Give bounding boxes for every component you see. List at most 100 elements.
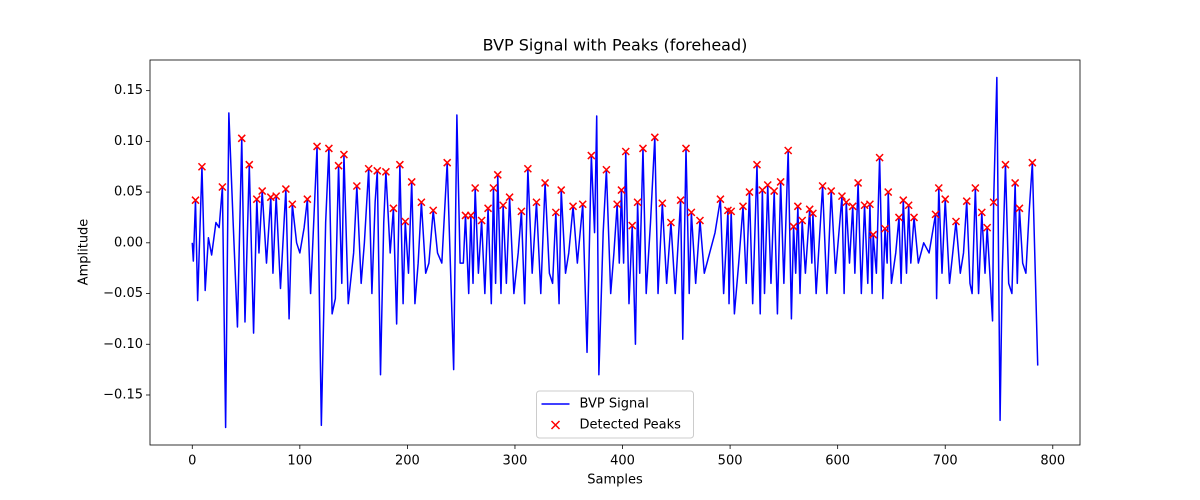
peak-marker (687, 208, 696, 217)
peak-marker (676, 196, 685, 205)
peak-marker (650, 133, 659, 142)
peak-marker (658, 199, 667, 208)
legend-label: BVP Signal (580, 397, 649, 412)
y-tick-label: 0.10 (114, 134, 143, 149)
peak-marker (258, 187, 267, 196)
peak-marker (880, 224, 890, 233)
peak-marker (237, 134, 246, 143)
peak-marker (904, 201, 913, 210)
peak-marker (602, 165, 611, 174)
peak-marker (854, 178, 863, 187)
y-tick-label: 0.05 (114, 185, 143, 200)
peak-marker (532, 198, 541, 207)
peak-marker (763, 180, 772, 190)
x-tick-label: 100 (287, 454, 312, 469)
peak-marker (471, 183, 480, 193)
peak-marker (884, 188, 893, 197)
peak-marker (334, 161, 343, 170)
peak-marker (417, 198, 426, 207)
peak-marker (541, 178, 550, 187)
peak-marker (197, 162, 206, 171)
peak-marker (793, 202, 802, 211)
peak-marker (352, 181, 361, 191)
peak-marker (252, 195, 261, 204)
peak-marker (191, 196, 200, 205)
x-tick-label: 400 (610, 454, 635, 469)
peak-marker (617, 186, 626, 195)
peak-marker (1011, 178, 1020, 187)
legend-label: Detected Peaks (580, 418, 682, 433)
peak-marker (681, 144, 691, 153)
y-tick-label: −0.10 (103, 337, 143, 352)
peak-marker (628, 221, 637, 230)
legend-swatch (550, 420, 561, 430)
peak-marker (484, 204, 493, 213)
peak-marker (875, 153, 884, 162)
peak-marker (789, 222, 798, 231)
peak-marker (621, 147, 630, 156)
peak-marker (931, 210, 940, 219)
peak-marker (842, 198, 851, 207)
peak-marker (303, 195, 312, 204)
peak-marker (738, 202, 748, 211)
x-tick-label: 700 (933, 454, 958, 469)
peak-marker (443, 158, 452, 167)
peak-marker (869, 230, 878, 239)
chart-title: BVP Signal with Peaks (forehead) (483, 36, 748, 55)
peak-marker (848, 202, 857, 211)
peak-marker (837, 192, 846, 201)
peak-marker (505, 193, 514, 202)
peak-marker (272, 192, 281, 201)
x-tick-label: 500 (718, 454, 743, 469)
peak-marker (894, 213, 903, 222)
peak-marker (798, 216, 807, 225)
peak-marker (666, 218, 675, 227)
peak-marker (934, 183, 943, 193)
peak-marker (827, 187, 836, 196)
y-tick-label: 0.15 (114, 83, 143, 98)
peak-marker (727, 207, 736, 216)
peak-marker (770, 187, 779, 196)
peak-marker (941, 195, 950, 204)
peak-marker (551, 208, 560, 217)
x-tick-label: 300 (503, 454, 528, 469)
peak-marker (865, 200, 874, 209)
peak-marker (493, 170, 502, 179)
peak-marker (401, 217, 410, 226)
y-tick-label: −0.05 (103, 286, 143, 301)
peak-marker (489, 183, 498, 193)
peak-marker (569, 202, 578, 211)
peak-marker (951, 217, 961, 226)
y-tick-label: 0.00 (114, 235, 143, 250)
peak-marker (638, 144, 647, 153)
peak-marker (313, 142, 322, 151)
peak-marker (381, 167, 390, 176)
peak-marker (389, 204, 398, 213)
peak-marker (808, 209, 817, 218)
peak-marker (1001, 160, 1010, 169)
peak-marker (578, 200, 587, 209)
peak-marker (776, 177, 785, 186)
x-tick-label: 800 (1040, 454, 1065, 469)
x-tick-label: 200 (395, 454, 420, 469)
peak-marker (716, 195, 725, 204)
peak-marker (407, 177, 416, 186)
peak-marker (971, 183, 980, 193)
legend-box (536, 390, 694, 439)
x-tick-label: 0 (188, 454, 196, 469)
x-tick-label: 600 (825, 454, 850, 469)
peak-marker (745, 188, 754, 197)
peak-marker (324, 144, 333, 153)
peak-marker (695, 216, 705, 225)
peak-marker (339, 150, 348, 159)
peak-marker (477, 216, 486, 225)
peak-marker (245, 160, 254, 169)
peak-marker (523, 164, 532, 173)
peak-marker (429, 206, 438, 215)
signal-line (191, 76, 1039, 429)
peak-marker (962, 197, 971, 206)
peak-marker (752, 160, 762, 169)
peak-marker (517, 207, 526, 216)
peak-marker (499, 201, 508, 210)
